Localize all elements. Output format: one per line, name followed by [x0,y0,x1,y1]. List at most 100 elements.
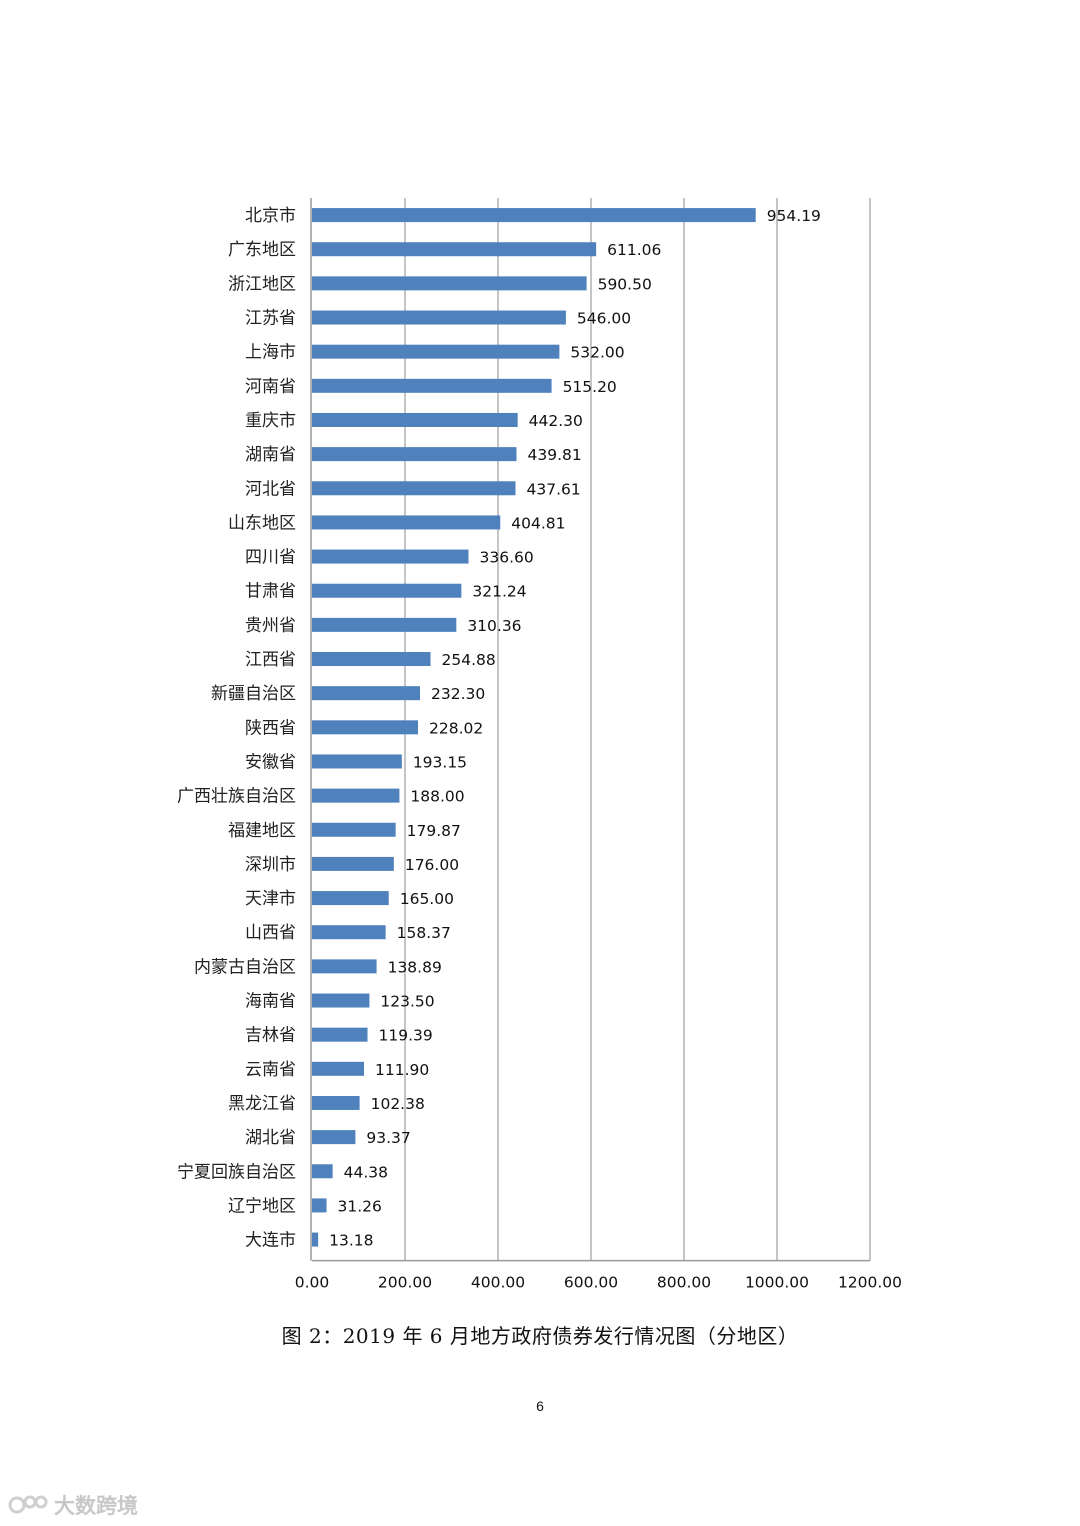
category-label: 重庆市 [245,411,296,431]
bar [312,1164,333,1179]
bar [312,378,552,393]
bar [312,925,386,940]
grid-lines [312,198,871,1262]
bar [312,1061,365,1076]
category-label: 海南省 [245,992,296,1012]
category-label: 北京市 [245,206,296,226]
bar [312,549,469,564]
bar [312,515,501,530]
category-label: 江苏省 [245,309,296,329]
bar [312,686,421,701]
value-label: 111.90 [375,1061,429,1079]
value-label: 176.00 [405,856,459,874]
category-label: 河北省 [245,479,296,499]
value-label: 188.00 [410,788,464,806]
category-label: 贵州省 [245,616,296,636]
x-tick-label: 1200.00 [838,1274,902,1292]
value-label: 232.30 [431,685,485,703]
bar [312,412,518,427]
page-number: 6 [536,1398,544,1414]
bar [312,310,566,325]
category-label: 广东地区 [228,240,296,260]
x-tick-label: 400.00 [471,1274,525,1292]
bar [312,447,517,462]
value-label: 442.30 [529,412,583,430]
bar [312,959,377,974]
value-label: 611.06 [607,241,661,259]
bars [312,208,756,1247]
value-label: 158.37 [397,924,451,942]
category-label: 江西省 [245,650,296,670]
value-label: 437.61 [526,480,580,498]
bar [312,1095,360,1110]
bar [312,208,756,223]
category-labels: 北京市广东地区浙江地区江苏省上海市河南省重庆市湖南省河北省山东地区四川省甘肃省贵… [177,206,296,1251]
bar [312,276,587,291]
x-tick-label: 200.00 [378,1274,432,1292]
bar [312,891,389,906]
bar [312,1198,327,1213]
category-label: 新疆自治区 [211,684,296,704]
category-label: 山东地区 [228,513,296,533]
category-label: 上海市 [245,343,296,363]
category-label: 陕西省 [245,718,296,738]
value-label: 228.02 [429,719,483,737]
value-label: 532.00 [570,344,624,362]
value-label: 93.37 [366,1129,410,1147]
bar [312,822,396,837]
bar [312,617,457,632]
value-label: 165.00 [400,890,454,908]
category-label: 湖南省 [245,445,296,465]
x-tick-label: 0.00 [295,1274,330,1292]
bar [312,856,394,871]
category-label: 安徽省 [245,752,296,772]
category-label: 广西壮族自治区 [177,787,296,807]
watermark: 大数跨境 [8,1490,138,1520]
x-tick-label: 1000.00 [745,1274,809,1292]
category-label: 云南省 [245,1060,296,1080]
value-label: 404.81 [511,514,565,532]
value-label: 31.26 [338,1197,382,1215]
bar [312,1232,319,1247]
watermark-text: 大数跨境 [54,1494,138,1518]
value-labels: 954.19 611.06 590.50 546.00 532.00 515.20 442.… [329,207,821,1250]
category-label: 辽宁地区 [228,1196,296,1216]
value-label: 590.50 [598,275,652,293]
category-label: 吉林省 [245,1026,296,1046]
value-label: 321.24 [472,583,526,601]
bar [312,583,462,598]
value-label: 439.81 [528,446,582,464]
category-label: 甘肃省 [245,582,296,602]
bar [312,788,400,803]
x-axis-ticks: 0.00 200.00 400.00 600.00 800.00 1000.00 1200.… [295,1274,902,1292]
category-label: 河南省 [245,377,296,397]
category-label: 湖北省 [245,1128,296,1148]
bar [312,652,431,667]
category-label: 福建地区 [228,821,296,841]
value-label: 13.18 [329,1232,373,1250]
bar [312,242,597,257]
value-label: 119.39 [379,1027,433,1045]
category-label: 内蒙古自治区 [194,957,296,977]
value-label: 179.87 [407,822,461,840]
category-label: 浙江地区 [228,274,296,294]
category-label: 山西省 [245,923,296,943]
value-label: 310.36 [467,617,521,635]
value-label: 254.88 [442,651,496,669]
bar [312,1130,356,1145]
value-label: 515.20 [563,378,617,396]
category-label: 黑龙江省 [228,1094,296,1114]
bar-chart: 北京市广东地区浙江地区江苏省上海市河南省重庆市湖南省河北省山东地区四川省甘肃省贵… [177,198,902,1292]
value-label: 193.15 [413,753,467,771]
bar [312,1027,368,1042]
category-label: 深圳市 [245,855,296,875]
value-label: 138.89 [388,958,442,976]
bar [312,720,419,735]
bar [312,754,402,769]
value-label: 336.60 [480,549,534,567]
category-label: 大连市 [245,1231,296,1251]
category-label: 四川省 [245,548,296,568]
bar [312,993,370,1008]
value-label: 102.38 [371,1095,425,1113]
bar [312,481,516,496]
